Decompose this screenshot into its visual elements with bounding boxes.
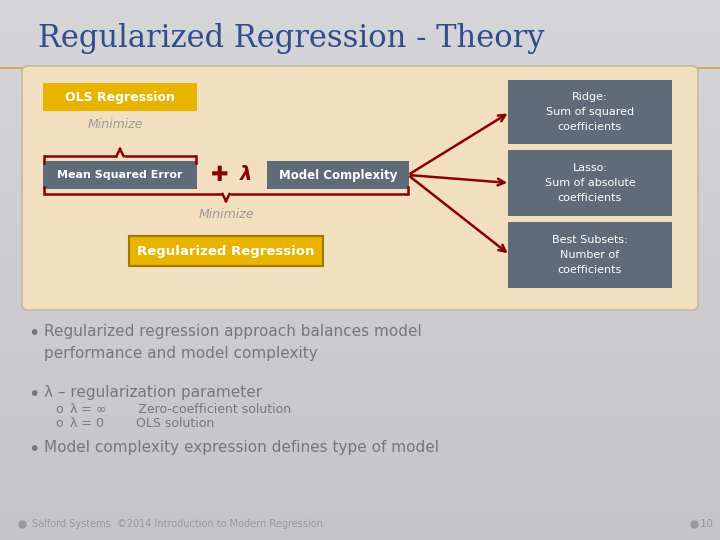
Text: λ = ∞        Zero-coefficient solution: λ = ∞ Zero-coefficient solution (70, 403, 291, 416)
Text: Best Subsets:
Number of
coefficients: Best Subsets: Number of coefficients (552, 235, 628, 275)
Text: •: • (28, 385, 40, 404)
Text: Lasso:
Sum of absolute
coefficients: Lasso: Sum of absolute coefficients (544, 163, 635, 203)
FancyBboxPatch shape (129, 236, 323, 266)
Text: ✚: ✚ (211, 165, 229, 185)
Text: Minimize: Minimize (87, 118, 143, 131)
Text: Model complexity expression defines type of model: Model complexity expression defines type… (44, 440, 439, 455)
Text: Model Complexity: Model Complexity (279, 168, 397, 181)
Text: o: o (55, 403, 63, 416)
Text: λ – regularization parameter: λ – regularization parameter (44, 385, 262, 400)
Text: Regularized regression approach balances model
performance and model complexity: Regularized regression approach balances… (44, 324, 422, 361)
FancyBboxPatch shape (22, 66, 698, 310)
FancyBboxPatch shape (508, 80, 672, 144)
FancyBboxPatch shape (43, 161, 197, 189)
Text: Ridge:
Sum of squared
coefficients: Ridge: Sum of squared coefficients (546, 92, 634, 132)
FancyBboxPatch shape (43, 83, 197, 111)
FancyBboxPatch shape (508, 150, 672, 216)
Text: •: • (28, 324, 40, 343)
Text: λ = 0        OLS solution: λ = 0 OLS solution (70, 417, 215, 430)
Text: o: o (55, 417, 63, 430)
Text: 10: 10 (700, 519, 714, 529)
Text: Minimize: Minimize (198, 207, 253, 220)
Text: Regularized Regression - Theory: Regularized Regression - Theory (38, 23, 544, 53)
Text: Mean Squared Error: Mean Squared Error (58, 170, 183, 180)
Text: •: • (28, 440, 40, 459)
Text: Regularized Regression: Regularized Regression (138, 245, 315, 258)
Text: OLS Regression: OLS Regression (65, 91, 175, 104)
FancyBboxPatch shape (267, 161, 409, 189)
Text: Salford Systems  ©2014 Introduction to Modern Regression: Salford Systems ©2014 Introduction to Mo… (32, 519, 323, 529)
Text: λ: λ (240, 165, 252, 185)
FancyBboxPatch shape (508, 222, 672, 288)
